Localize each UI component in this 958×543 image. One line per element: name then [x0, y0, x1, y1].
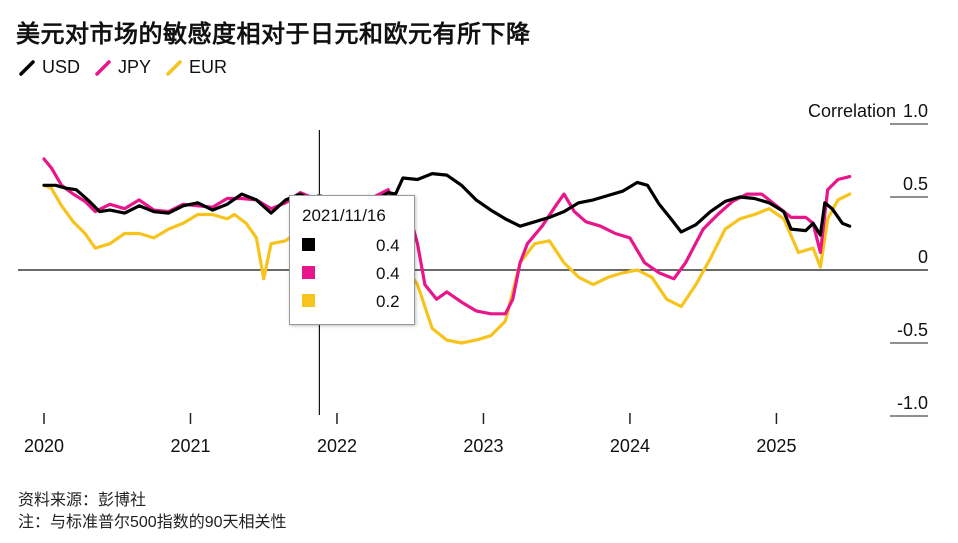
- tooltip-value-jpy: 0.4: [376, 264, 400, 283]
- legend-swatch-usd: [18, 59, 36, 77]
- note-line: 注：与标准普尔500指数的90天相关性: [18, 514, 287, 531]
- legend-item-jpy[interactable]: JPY: [94, 57, 151, 78]
- y-tick-label-0: 1.0: [903, 101, 928, 121]
- y-tick-label-1: 0.5: [903, 174, 928, 194]
- source-note: 资料来源：彭博社 注：与标准普尔500指数的90天相关性: [18, 490, 287, 534]
- legend-swatch-jpy: [94, 59, 112, 77]
- y-tick-label-2: 0: [918, 247, 928, 267]
- legend-label-eur: EUR: [189, 57, 228, 77]
- x-tick-label-5: 2025: [756, 436, 796, 456]
- x-tick-label-3: 2023: [463, 436, 503, 456]
- tooltip-swatch-jpy: [302, 266, 315, 279]
- legend-item-usd[interactable]: USD: [18, 57, 80, 78]
- legend: USD JPY EUR: [18, 57, 227, 78]
- series-line-usd: [42, 172, 852, 237]
- tooltip-swatch-usd: [302, 238, 315, 251]
- y-tick-label-3: -0.5: [897, 320, 928, 340]
- x-tick-label-2: 2022: [317, 436, 357, 456]
- tooltip-date: 2021/11/16: [302, 206, 386, 225]
- hover-tooltip: 2021/11/16 0.4 0.4 0.2: [289, 195, 415, 325]
- tooltip-row-eur: 0.2: [302, 292, 400, 311]
- chart-title: 美元对市场的敏感度相对于日元和欧元有所下降: [16, 21, 531, 48]
- x-tick-label-1: 2021: [170, 436, 210, 456]
- tooltip-value-eur: 0.2: [376, 292, 400, 311]
- legend-label-usd: USD: [42, 57, 81, 77]
- x-tick-label-4: 2024: [610, 436, 650, 456]
- tooltip-swatch-eur: [302, 294, 315, 307]
- tooltip-row-jpy: 0.4: [302, 264, 400, 283]
- tooltip-row-usd: 0.4: [302, 236, 400, 255]
- x-tick-label-0: 2020: [24, 436, 64, 456]
- legend-item-eur[interactable]: EUR: [165, 57, 227, 78]
- tooltip-value-usd: 0.4: [376, 236, 400, 255]
- y-tick-label-4: -1.0: [897, 393, 928, 413]
- series-line-eur: [42, 183, 852, 345]
- source-line: 资料来源：彭博社: [18, 492, 147, 509]
- legend-swatch-eur: [165, 59, 183, 77]
- legend-label-jpy: JPY: [118, 57, 152, 77]
- y-axis-label: Correlation: [808, 101, 896, 121]
- series-line-jpy: [42, 157, 852, 316]
